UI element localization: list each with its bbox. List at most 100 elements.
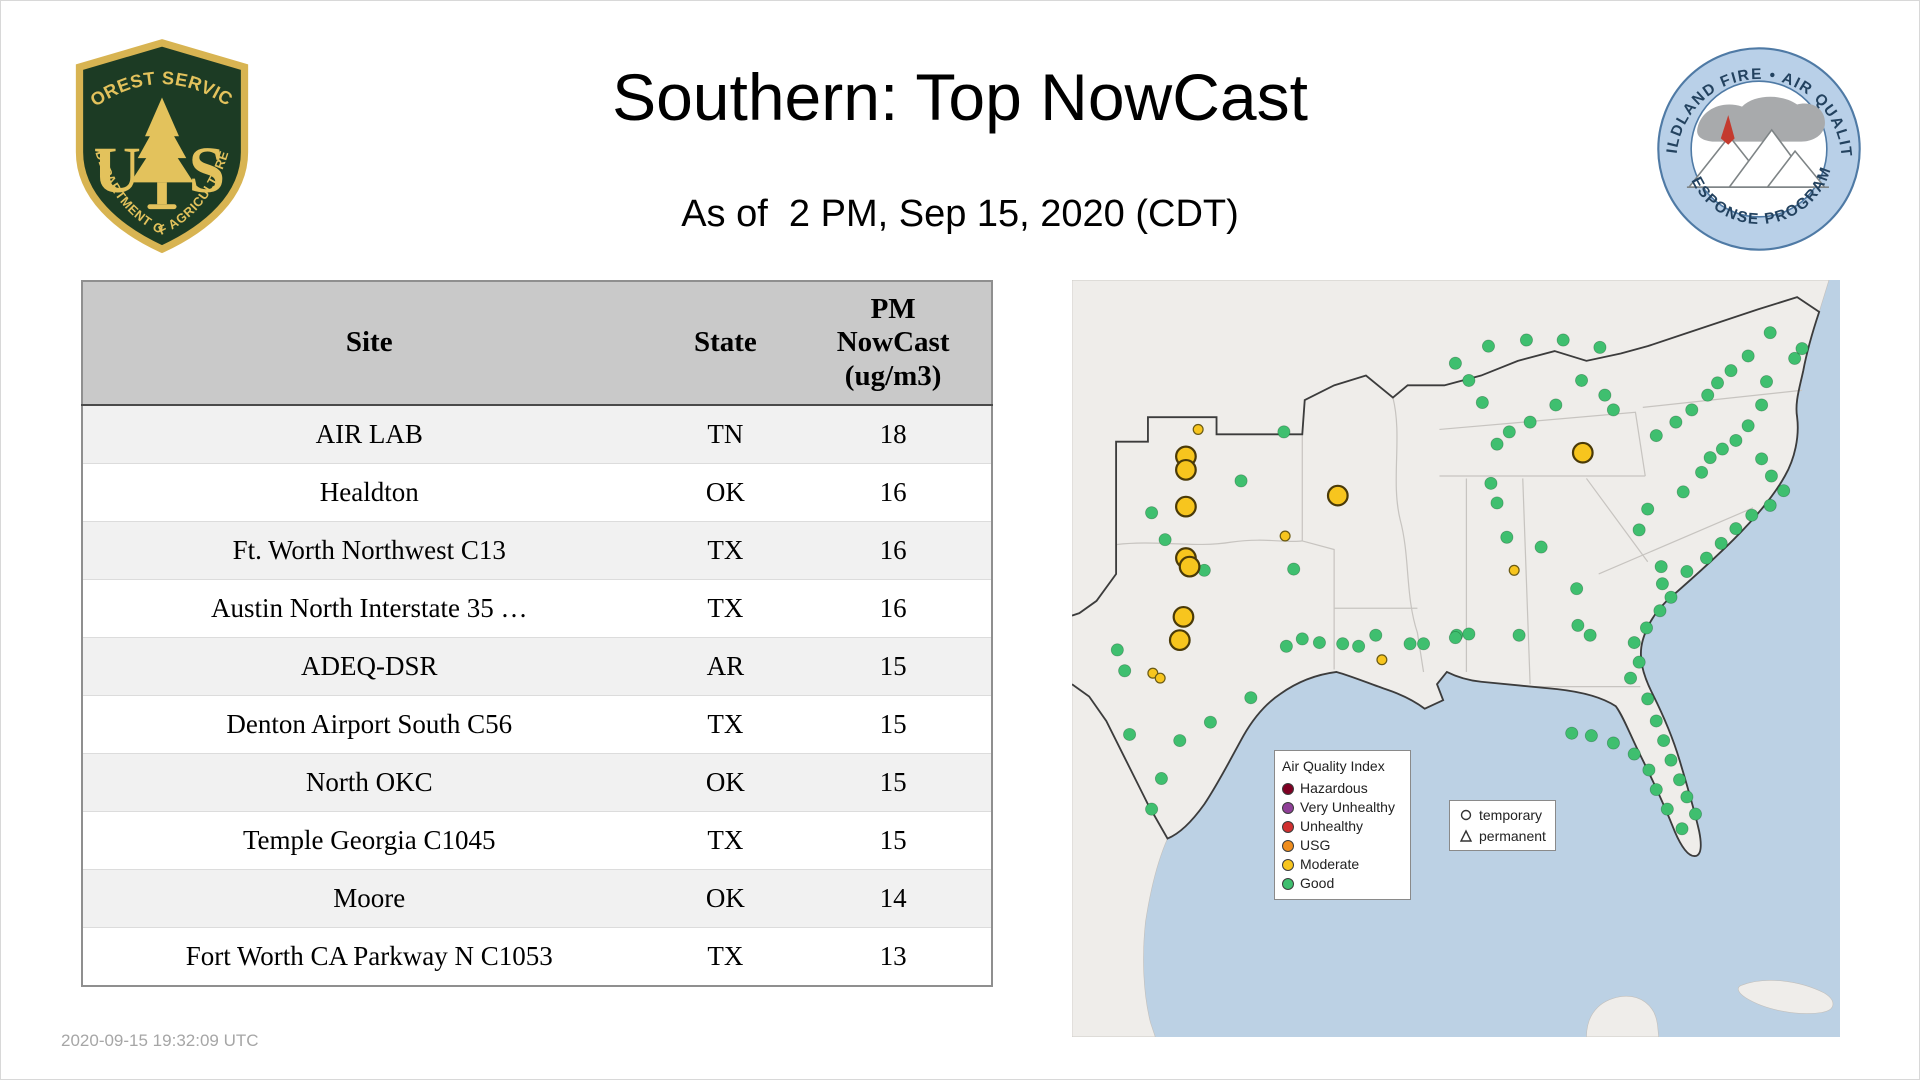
permanent-marker-icon	[1459, 829, 1473, 842]
state-borders	[1116, 389, 1803, 688]
moderate-monitor-dot	[1508, 564, 1520, 576]
table-row: North OKC OK 15	[82, 753, 992, 812]
table-row: AIR LAB TN 18	[82, 404, 992, 464]
good-monitor-dot	[1755, 452, 1769, 466]
good-monitor-dot	[1641, 692, 1655, 706]
value-cell: 18	[795, 404, 992, 464]
table-row: Austin North Interstate 35 … TX 16	[82, 579, 992, 638]
state-cell: OK	[655, 463, 796, 522]
good-monitor-dot	[1624, 671, 1638, 685]
value-cell: 14	[795, 869, 992, 928]
legend-item: USG	[1282, 836, 1403, 855]
good-monitor-dot	[1664, 753, 1678, 767]
good-monitor-dot	[1655, 577, 1669, 591]
legend-item: Hazardous	[1282, 779, 1403, 798]
legend-item: Unhealthy	[1282, 817, 1403, 836]
site-cell: Moore	[82, 869, 656, 928]
good-monitor-dot	[1502, 425, 1516, 439]
good-monitor-dot	[1699, 551, 1713, 565]
moderate-monitor-dot	[1192, 423, 1204, 435]
good-monitor-dot	[1173, 734, 1187, 748]
good-monitor-dot	[1642, 763, 1656, 777]
good-monitor-dot	[1788, 351, 1802, 365]
cuba	[1737, 980, 1834, 1014]
value-cell: 16	[795, 579, 992, 638]
good-monitor-dot	[1627, 636, 1641, 650]
site-cell: Denton Airport South C56	[82, 695, 656, 754]
good-monitor-dot	[1123, 727, 1137, 741]
table-row: ADEQ-DSR AR 15	[82, 637, 992, 696]
table-row: Fort Worth CA Parkway N C1053 TX 13	[82, 927, 992, 986]
nowcast-table-header-row: Site State PM NowCast (ug/m3)	[82, 281, 992, 406]
good-monitor-dot	[1714, 536, 1728, 550]
good-monitor-dot	[1688, 807, 1702, 821]
footer-timestamp: 2020-09-15 19:32:09 UTC	[61, 1031, 259, 1050]
legend-label: Good	[1300, 875, 1335, 891]
region-outline	[1072, 296, 1821, 857]
good-monitor-dot	[1724, 364, 1738, 378]
site-cell: AIR LAB	[82, 404, 656, 464]
moderate-monitor-dot	[1175, 495, 1197, 518]
temporary-marker-icon	[1460, 809, 1472, 821]
column-header: PM NowCast (ug/m3)	[795, 281, 992, 406]
legend-label: Hazardous	[1300, 780, 1368, 796]
good-monitor-dot	[1203, 715, 1217, 729]
good-monitor-dot	[1632, 655, 1646, 669]
good-monitor-dot	[1279, 639, 1293, 653]
usfs-letter-u: U	[93, 135, 140, 207]
good-monitor-dot	[1639, 621, 1653, 635]
mountains-icon	[1686, 128, 1829, 188]
site-cell: North OKC	[82, 753, 656, 812]
good-monitor-dot	[1755, 398, 1769, 412]
good-monitor-dot	[1741, 349, 1755, 363]
moderate-monitor-dot	[1178, 555, 1201, 578]
table-row: Denton Airport South C56 TX 15	[82, 695, 992, 754]
value-cell: 15	[795, 637, 992, 696]
good-monitor-dot	[1490, 437, 1504, 451]
good-monitor-dot	[1764, 469, 1778, 483]
good-monitor-dot	[1336, 637, 1350, 651]
good-monitor-dot	[1657, 734, 1671, 748]
usfs-letter-s: S	[189, 135, 225, 207]
good-monitor-dot	[1598, 388, 1612, 402]
legend-item: Moderate	[1282, 855, 1403, 874]
good-monitor-dot	[1664, 590, 1678, 604]
site-cell: Healdton	[82, 463, 656, 522]
pine-tree-icon	[130, 97, 194, 210]
good-monitor-dot	[1244, 691, 1258, 705]
state-cell: TX	[655, 927, 796, 986]
marker-row-temporary: temporary	[1459, 805, 1546, 825]
good-monitor-dot	[1641, 502, 1655, 516]
value-cell: 16	[795, 463, 992, 522]
good-monitor-dot	[1729, 522, 1743, 536]
good-monitor-dot	[1118, 664, 1132, 678]
good-monitor-dot	[1490, 496, 1504, 510]
good-monitor-dot	[1481, 339, 1495, 353]
good-monitor-dot	[1571, 618, 1585, 632]
good-monitor-dot	[1462, 373, 1476, 387]
legend-item: Very Unhealthy	[1282, 798, 1403, 817]
good-monitor-dot	[1649, 714, 1663, 728]
good-monitor-dot	[1669, 415, 1683, 429]
good-monitor-dot	[1565, 726, 1579, 740]
good-monitor-dot	[1649, 429, 1663, 443]
good-monitor-dot	[1154, 772, 1168, 786]
usfs-logo: FOREST SERVICE U S DEPARTMENT OF AGRICUL…	[71, 35, 249, 254]
good-monitor-dot	[1549, 398, 1563, 412]
value-cell: 15	[795, 695, 992, 754]
legend-item: Good	[1282, 874, 1403, 893]
good-monitor-dot	[1606, 403, 1620, 417]
site-cell: Temple Georgia C1045	[82, 811, 656, 870]
legend-label: Very Unhealthy	[1300, 799, 1395, 815]
good-monitor-dot	[1312, 636, 1326, 650]
site-cell: ADEQ-DSR	[82, 637, 656, 696]
good-monitor-dot	[1475, 396, 1489, 409]
good-monitor-dot	[1695, 465, 1709, 479]
state-cell: TX	[655, 695, 796, 754]
aqi-legend-title: Air Quality Index	[1282, 758, 1385, 774]
value-cell: 15	[795, 811, 992, 870]
table-row: Moore OK 14	[82, 869, 992, 928]
good-monitor-dot	[1583, 628, 1597, 642]
monitor-dots	[1110, 326, 1809, 836]
permanent-label: permanent	[1479, 828, 1546, 844]
